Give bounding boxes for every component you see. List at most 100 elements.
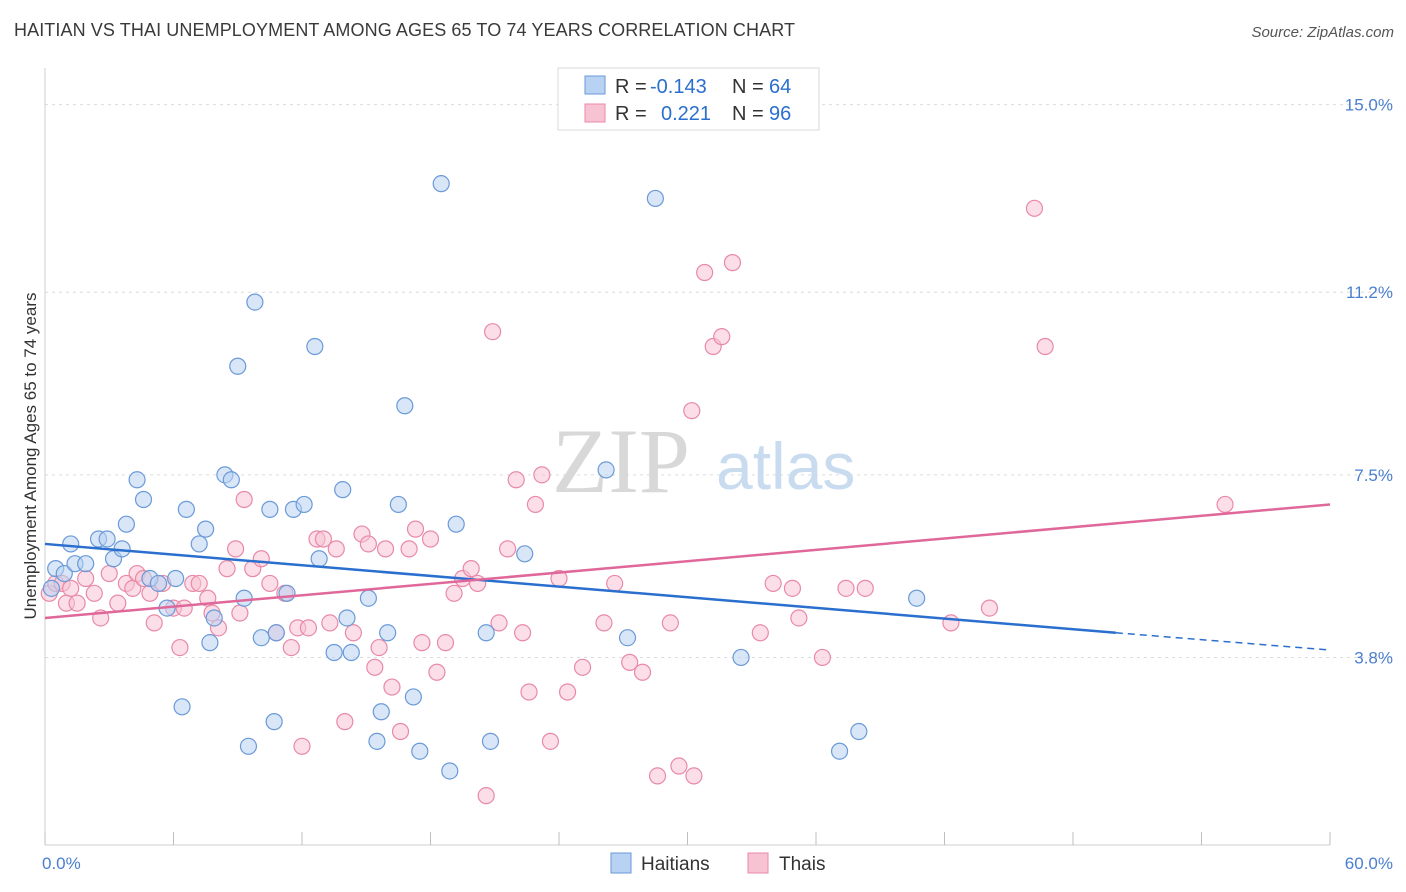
thai-point	[428, 663, 446, 681]
axes	[44, 68, 1331, 846]
thai-point	[813, 648, 832, 667]
y-tick-label: 11.2%	[1346, 283, 1393, 302]
haitian-point	[306, 337, 324, 356]
haitian-point	[77, 555, 95, 573]
haitian-point	[396, 397, 414, 415]
legend-r-label-thais: R =	[615, 103, 647, 125]
haitian-point	[128, 471, 146, 489]
thai-point	[370, 638, 388, 657]
bottom-legend-swatch-thais	[747, 852, 769, 874]
haitian-point	[310, 550, 328, 568]
thai-point	[685, 767, 703, 785]
y-tick-label: 3.8%	[1354, 648, 1393, 667]
thai-point	[406, 520, 425, 538]
haitian-trend-line	[44, 542, 1116, 635]
thai-point	[484, 323, 502, 341]
haitian-point	[246, 293, 264, 311]
haitian-point	[516, 545, 534, 563]
haitian-point	[134, 490, 153, 509]
watermark-atlas: atlas	[716, 429, 855, 503]
haitian-point	[447, 515, 465, 533]
legend-r-value-thais: 0.221	[661, 103, 711, 125]
thai-point	[595, 614, 613, 632]
legend-n-value-haitians: 64	[769, 76, 791, 98]
haitian-point	[618, 629, 637, 647]
thai-point	[85, 584, 103, 602]
thai-point	[77, 569, 95, 588]
thai-point	[366, 658, 384, 676]
thai-point	[713, 328, 731, 346]
watermark-zip: ZIP	[552, 410, 690, 512]
thai-point	[751, 624, 769, 642]
thai-point	[391, 722, 410, 741]
haitian-point	[167, 569, 185, 588]
y-tick-label: 15.0%	[1345, 96, 1393, 115]
bottom-legend-swatch-haitians	[610, 852, 632, 874]
thai-point	[227, 540, 245, 558]
thai-point	[359, 535, 377, 553]
thai-point	[383, 678, 401, 696]
thai-point	[621, 653, 639, 671]
haitian-point	[42, 579, 61, 597]
haitian-point	[62, 535, 80, 553]
haitian-point	[359, 589, 377, 607]
thai-point	[344, 624, 362, 642]
correlation-legend: R = -0.143 N = 64 R = 0.221 N = 96	[557, 67, 820, 131]
haitian-point	[55, 564, 73, 583]
y-tick-label: 7.5%	[1354, 466, 1393, 485]
haitian-point	[201, 634, 219, 652]
haitian-point	[295, 495, 313, 514]
haitian-point	[379, 624, 397, 642]
haitian-point	[177, 500, 195, 518]
thai-point	[321, 614, 339, 632]
thai-point	[513, 624, 532, 642]
legend-r-label-haitians: R =	[615, 76, 647, 98]
thai-point	[109, 594, 127, 612]
thai-point	[462, 560, 480, 578]
thai-point	[100, 564, 118, 583]
thai-point	[400, 540, 418, 558]
thai-point	[293, 737, 311, 755]
thai-point	[526, 495, 545, 514]
chart-title: HAITIAN VS THAI UNEMPLOYMENT AMONG AGES …	[14, 20, 796, 40]
haitian-point	[389, 495, 407, 514]
thai-point	[477, 787, 495, 805]
thai-point	[62, 579, 80, 597]
thai-point	[68, 594, 86, 612]
haitian-point	[432, 175, 450, 193]
haitian-point	[404, 688, 422, 706]
thai-point	[606, 574, 624, 593]
chart-source: Source: ZipAtlas.com	[1251, 24, 1394, 41]
grid-lines	[45, 104, 1392, 658]
legend-n-label-haitians: N =	[732, 76, 764, 98]
thai-point	[520, 683, 538, 701]
legend-n-value-thais: 96	[769, 103, 791, 125]
haitian-point	[265, 713, 283, 731]
thai-point	[190, 574, 208, 593]
trend-lines	[44, 503, 1331, 651]
thai-point	[421, 530, 440, 548]
thai-point	[573, 658, 592, 676]
thai-point	[231, 604, 249, 622]
haitian-point	[267, 624, 285, 642]
thai-point	[723, 254, 742, 272]
haitian-point	[441, 762, 459, 780]
thai-point	[261, 574, 279, 593]
x-tick-label-min: 0.0%	[42, 854, 81, 873]
thai-point	[633, 663, 652, 681]
thai-point	[299, 619, 318, 637]
thai-point	[252, 550, 270, 568]
y-axis-label: Unemployment Among Ages 65 to 74 years	[21, 293, 40, 620]
haitian-point	[372, 703, 390, 721]
thai-point	[1025, 199, 1044, 217]
haitian-point	[850, 722, 868, 741]
thai-point	[436, 634, 455, 652]
thai-point	[558, 683, 577, 701]
thai-point	[696, 263, 714, 282]
haitian-point	[222, 471, 240, 489]
thai-point	[171, 638, 189, 657]
haitian-point	[481, 732, 500, 750]
thai-point	[314, 530, 333, 548]
thai-point	[445, 584, 463, 602]
